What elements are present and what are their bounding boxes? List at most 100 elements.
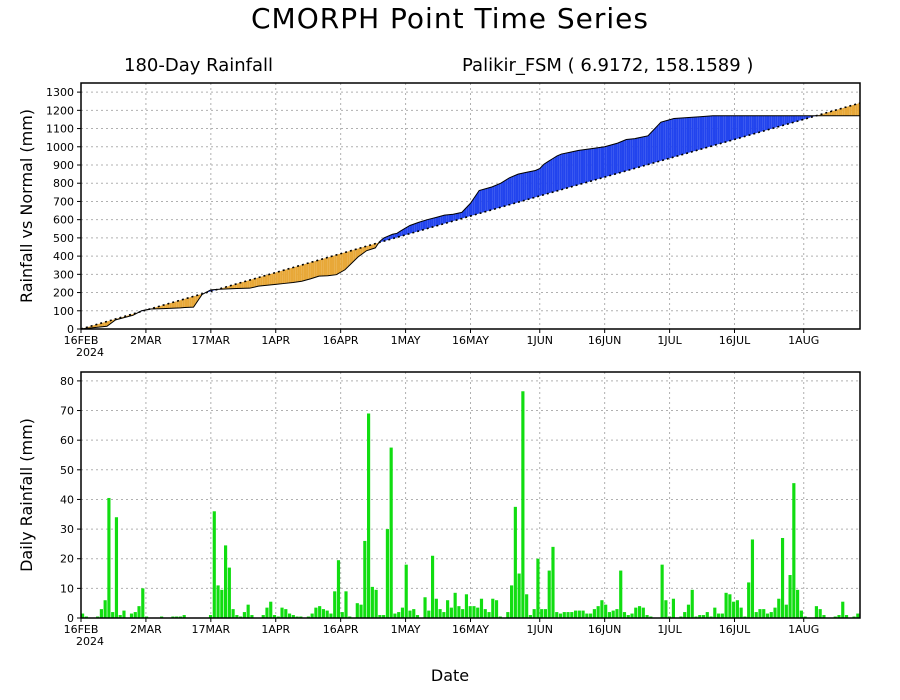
daily-rainfall-bar bbox=[265, 607, 269, 618]
below-normal-segment bbox=[844, 106, 848, 116]
daily-rainfall-bar bbox=[765, 613, 770, 618]
daily-rainfall-bar bbox=[389, 447, 393, 618]
below-normal-segment bbox=[161, 305, 164, 309]
above-normal-segment bbox=[403, 228, 406, 236]
above-normal-segment bbox=[682, 117, 685, 155]
above-normal-segment bbox=[489, 186, 493, 211]
daily-rainfall-bar bbox=[479, 598, 484, 618]
x-tick-label: 1JUN bbox=[526, 623, 553, 636]
above-normal-segment bbox=[628, 139, 631, 171]
above-normal-segment bbox=[621, 140, 625, 173]
daily-rainfall-bar bbox=[562, 612, 566, 618]
above-normal-segment bbox=[598, 147, 601, 179]
y-tick-label: 900 bbox=[53, 159, 74, 172]
x-tick-label: 1JUL bbox=[657, 623, 682, 636]
above-normal-segment bbox=[401, 229, 404, 237]
daily-rainfall-bar bbox=[536, 558, 540, 618]
daily-rainfall-bar bbox=[280, 607, 284, 618]
daily-rainfall-bar bbox=[540, 609, 544, 618]
below-normal-segment bbox=[269, 273, 272, 286]
below-normal-segment bbox=[258, 276, 261, 287]
above-normal-segment bbox=[444, 214, 447, 224]
daily-rainfall-bar bbox=[103, 600, 107, 618]
above-normal-segment bbox=[753, 115, 757, 134]
daily-rainfall-bar bbox=[581, 610, 585, 618]
above-normal-segment bbox=[734, 115, 737, 140]
above-normal-segment bbox=[505, 179, 508, 206]
daily-rainfall-bar bbox=[762, 609, 766, 618]
below-normal-segment bbox=[355, 248, 358, 260]
x-tick-label: 17MAR bbox=[192, 334, 231, 347]
y-tick-label: 800 bbox=[53, 177, 74, 190]
x-tick-label: 1AUG bbox=[788, 334, 819, 347]
daily-rainfall-bar bbox=[698, 615, 702, 618]
below-normal-segment bbox=[349, 250, 352, 266]
daily-rainfall-bar bbox=[427, 610, 431, 618]
below-normal-segment bbox=[347, 251, 350, 268]
daily-rainfall-bar bbox=[408, 610, 412, 618]
above-normal-segment bbox=[758, 115, 761, 133]
daily-rainfall-bar bbox=[630, 613, 634, 618]
daily-rainfall-bar bbox=[122, 610, 126, 618]
daily-rainfall-bar bbox=[532, 609, 536, 618]
below-normal-segment bbox=[102, 322, 105, 327]
daily-rainfall-bar bbox=[442, 612, 446, 618]
x-tick-label: 16APR bbox=[323, 623, 359, 636]
daily-rainfall-bar bbox=[208, 615, 213, 618]
above-normal-segment bbox=[740, 115, 744, 138]
daily-rainfall-bar bbox=[705, 612, 709, 618]
below-normal-segment bbox=[232, 284, 235, 289]
above-normal-segment bbox=[775, 115, 778, 128]
above-normal-segment bbox=[600, 147, 603, 179]
daily-rainfall-bar bbox=[359, 604, 363, 618]
daily-rainfall-bar bbox=[686, 604, 691, 618]
above-normal-segment bbox=[585, 149, 588, 183]
below-normal-segment bbox=[228, 285, 231, 289]
above-normal-segment bbox=[533, 170, 536, 198]
above-normal-segment bbox=[591, 148, 594, 181]
below-normal-segment bbox=[312, 261, 315, 279]
above-normal-segment bbox=[684, 117, 687, 154]
above-normal-segment bbox=[438, 216, 441, 226]
above-normal-segment bbox=[420, 221, 423, 231]
above-normal-segment bbox=[507, 177, 510, 206]
above-normal-segment bbox=[782, 115, 785, 126]
actual-rainfall-line bbox=[80, 115, 860, 330]
above-normal-segment bbox=[650, 131, 653, 164]
above-normal-segment bbox=[563, 153, 566, 190]
daily-rainfall-bar bbox=[385, 529, 389, 618]
daily-rainfall-bar bbox=[713, 607, 717, 618]
above-normal-segment bbox=[412, 223, 415, 233]
above-normal-segment bbox=[574, 150, 577, 186]
daily-rainfall-bar bbox=[453, 592, 457, 618]
below-normal-segment bbox=[332, 255, 335, 276]
above-normal-segment bbox=[405, 226, 408, 235]
daily-rainfall-bar bbox=[856, 613, 860, 618]
y-tick-label: 600 bbox=[53, 214, 74, 227]
above-normal-segment bbox=[630, 138, 633, 170]
daily-rainfall-bar bbox=[449, 607, 453, 618]
below-normal-segment bbox=[288, 268, 291, 283]
above-normal-segment bbox=[708, 115, 711, 147]
daily-rainfall-bar bbox=[370, 586, 374, 618]
above-normal-segment bbox=[779, 115, 783, 127]
below-normal-segment bbox=[353, 249, 356, 262]
above-normal-segment bbox=[736, 115, 739, 139]
above-normal-segment bbox=[788, 115, 791, 124]
above-normal-segment bbox=[689, 117, 692, 153]
below-normal-segment bbox=[325, 257, 328, 276]
above-normal-segment bbox=[528, 171, 532, 200]
y-tick-label: 30 bbox=[60, 523, 74, 536]
above-normal-segment bbox=[756, 115, 759, 134]
below-normal-segment bbox=[184, 298, 188, 308]
daily-rainfall-bar bbox=[291, 615, 295, 618]
below-normal-segment bbox=[855, 103, 858, 116]
y-tick-label: 300 bbox=[53, 268, 74, 281]
above-normal-segment bbox=[511, 175, 514, 205]
x-tick-label: 16FEB bbox=[64, 334, 99, 347]
daily-rainfall-bar bbox=[415, 615, 420, 618]
below-normal-segment bbox=[282, 270, 285, 284]
x-tick-label: 17MAR bbox=[192, 623, 231, 636]
daily-rainfall-bar bbox=[645, 615, 649, 618]
